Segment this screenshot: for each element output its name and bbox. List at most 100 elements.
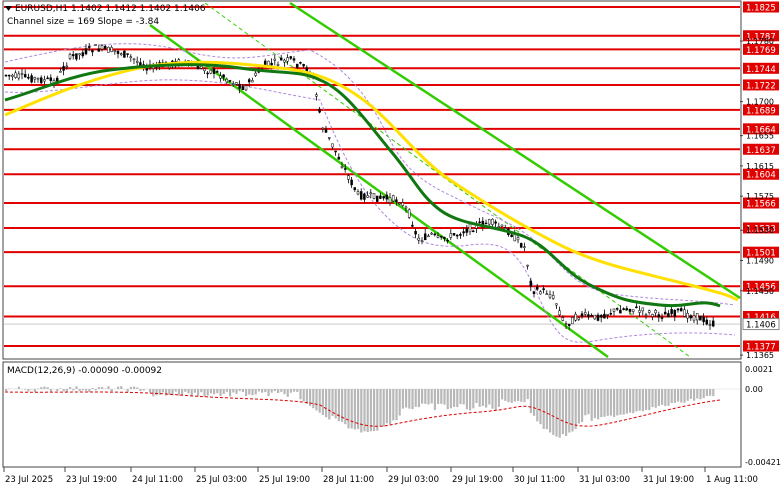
macd-bar xyxy=(152,389,155,397)
macd-bar xyxy=(446,389,449,410)
candle-body xyxy=(276,64,280,66)
level-label: 1.1456 xyxy=(746,283,776,293)
candle-body xyxy=(590,314,593,317)
macd-bar xyxy=(59,388,62,389)
candle-body xyxy=(36,77,40,80)
macd-bar xyxy=(261,389,264,393)
candle-body xyxy=(7,74,11,77)
candle-body xyxy=(705,319,709,325)
macd-bar xyxy=(56,389,59,392)
level-tag xyxy=(743,310,779,322)
candle-body xyxy=(407,209,411,218)
macd-bar xyxy=(517,389,520,401)
candle-body xyxy=(4,74,8,77)
macd-bar xyxy=(427,389,430,405)
macd-bar xyxy=(376,389,379,431)
macd-bar xyxy=(184,389,187,392)
candle-body xyxy=(350,179,353,186)
level-label: 1.1744 xyxy=(746,65,776,75)
triangle-down-icon[interactable] xyxy=(5,6,12,11)
candle-body xyxy=(452,233,456,236)
candle-body xyxy=(587,314,590,318)
macd-bar xyxy=(385,389,388,424)
macd-bar xyxy=(587,389,590,415)
macd-bar xyxy=(248,389,251,395)
macd-bar xyxy=(331,389,334,417)
macd-bar xyxy=(485,389,488,408)
macd-bar xyxy=(219,389,222,396)
candle-body xyxy=(622,308,625,310)
candle-body xyxy=(331,143,334,148)
macd-bar xyxy=(449,389,452,409)
ma-fast-line[interactable] xyxy=(4,63,721,308)
candle-body xyxy=(487,219,491,225)
candle-body xyxy=(414,231,417,235)
macd-bar xyxy=(635,389,638,412)
candle-body xyxy=(324,129,328,133)
macd-bar xyxy=(712,389,715,397)
candle-body xyxy=(107,46,110,53)
macd-bar xyxy=(289,389,292,393)
macd-bar xyxy=(481,389,484,406)
macd-bar xyxy=(683,389,686,403)
price-tick-label: 1.1490 xyxy=(746,256,774,265)
macd-bar xyxy=(459,389,462,405)
candle-body xyxy=(446,239,449,242)
candle-body xyxy=(567,323,571,326)
macd-bar xyxy=(654,389,657,408)
macd-bar xyxy=(574,389,577,430)
macd-bar xyxy=(625,389,628,414)
candle-body xyxy=(78,53,81,56)
macd-bar xyxy=(81,389,84,391)
candle-body xyxy=(539,291,542,295)
candle-body xyxy=(283,59,286,63)
candle-body xyxy=(209,69,213,74)
candle-body xyxy=(663,311,667,315)
macd-bar xyxy=(392,389,395,421)
macd-bar xyxy=(321,389,324,415)
candle-body xyxy=(225,78,229,83)
macd-bar xyxy=(88,389,91,392)
macd-bar xyxy=(161,389,164,393)
candle-body xyxy=(689,315,693,319)
macd-bar xyxy=(571,389,574,432)
time-label: 29 Jul 19:00 xyxy=(452,475,503,485)
macd-bar xyxy=(437,389,440,405)
candle-body xyxy=(667,313,670,318)
macd-bar xyxy=(133,386,136,389)
macd-bar xyxy=(686,389,689,401)
channel-upper[interactable] xyxy=(289,1,741,300)
level-label: 1.1637 xyxy=(746,146,776,156)
macd-bar xyxy=(222,389,225,395)
price-tick-label: 1.1615 xyxy=(746,162,774,171)
macd-bar xyxy=(603,389,606,417)
candle-body xyxy=(55,77,59,82)
macd-bar xyxy=(389,389,392,425)
macd-bar xyxy=(417,389,420,408)
macd-bar xyxy=(251,389,254,396)
macd-bar xyxy=(552,389,555,435)
macd-bar xyxy=(78,389,81,392)
macd-bar xyxy=(657,389,660,407)
time-label: 24 Jul 11:00 xyxy=(132,475,183,485)
candle-body xyxy=(279,57,283,61)
candle-body xyxy=(30,75,33,83)
candle-body xyxy=(695,313,699,321)
macd-bar xyxy=(40,387,43,389)
macd-bar xyxy=(149,389,152,393)
candle-body xyxy=(644,314,648,317)
candle-body xyxy=(135,60,139,63)
candle-body xyxy=(113,50,117,52)
candle-body xyxy=(110,47,113,52)
macd-bar xyxy=(366,389,369,432)
candle-body xyxy=(625,308,629,311)
candle-body xyxy=(471,230,475,233)
level-tag xyxy=(743,280,779,292)
macd-bar xyxy=(590,389,593,421)
candle-body xyxy=(87,46,91,48)
price-tick-label: 1.1575 xyxy=(746,192,774,201)
candle-body xyxy=(94,44,97,46)
candle-body xyxy=(420,240,424,242)
macd-bar xyxy=(561,389,564,435)
